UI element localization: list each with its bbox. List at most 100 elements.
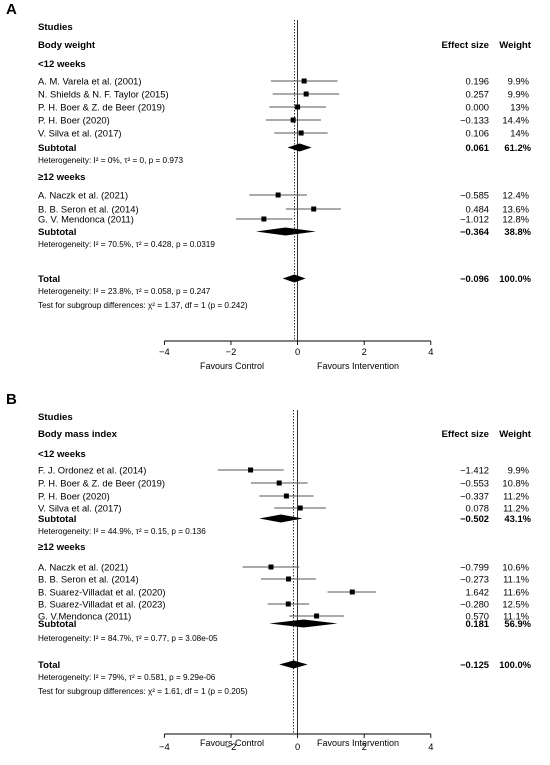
study-point: [283, 493, 289, 499]
study-point: [314, 613, 320, 619]
weight-header: Weight: [499, 429, 532, 440]
panel-label: A: [6, 1, 17, 18]
study-weight: 11.2%: [503, 503, 529, 514]
subtotal-effect-size: −0.502: [460, 513, 489, 524]
subgroup-heterogeneity: Heterogeneity: I² = 44.9%, τ² = 0.15, p …: [38, 527, 206, 536]
effect-size-header: Effect size: [442, 429, 489, 440]
study-point: [295, 104, 301, 110]
favours-intervention-label: Favours Intervention: [317, 361, 399, 371]
study-name: A. Naczk et al. (2021): [38, 190, 128, 201]
study-effect-size: −1.012: [460, 214, 489, 225]
study-name: B. B. Seron et al. (2014): [38, 204, 139, 215]
total-diamond: [279, 660, 308, 669]
favours-control-label: Favours Control: [200, 738, 264, 748]
subtotal-diamond: [255, 227, 316, 236]
subgroup-label: <12 weeks: [38, 59, 86, 70]
study-weight: 12.4%: [502, 190, 529, 201]
weight-header: Weight: [499, 40, 532, 51]
x-tick-label: 2: [362, 741, 367, 752]
study-effect-size: −0.585: [460, 190, 489, 201]
study-name: F. J. Ordonez et al. (2014): [38, 465, 146, 476]
study-name: P. H. Boer (2020): [38, 115, 110, 126]
outcome-title: Body weight: [38, 40, 96, 51]
subgroup-label: ≥12 weeks: [38, 542, 85, 553]
subgroup-heterogeneity: Heterogeneity: I² = 0%, τ² = 0, p = 0.97…: [38, 156, 183, 165]
total-weight: 100.0%: [499, 659, 531, 670]
x-tick-label: −2: [226, 741, 237, 752]
forest-panel-b: B Studies Body mass index Effect size Weight…: [6, 391, 532, 752]
study-name: A. Naczk et al. (2021): [38, 562, 128, 573]
x-tick-label: −4: [159, 346, 170, 357]
study-weight: 10.8%: [502, 478, 529, 489]
study-effect-size: −0.553: [460, 478, 489, 489]
footnote: Heterogeneity: I² = 79%, τ² = 0.581, p =…: [38, 673, 216, 682]
study-effect-size: 0.196: [466, 76, 489, 87]
subtotal-effect-size: −0.364: [460, 226, 490, 237]
study-point: [298, 130, 304, 136]
study-point: [248, 467, 254, 473]
study-effect-size: 1.642: [466, 587, 489, 598]
x-tick-label: −2: [226, 346, 237, 357]
outcome-title: Body mass index: [38, 429, 118, 440]
effect-size-header: Effect size: [442, 40, 489, 51]
study-weight: 14.4%: [502, 115, 529, 126]
footnote: Heterogeneity: I² = 23.8%, τ² = 0.058, p…: [38, 287, 211, 296]
subtotal-label: Subtotal: [38, 514, 76, 525]
subtotal-diamond: [269, 619, 338, 628]
study-effect-size: 0.257: [466, 89, 489, 100]
study-effect-size: 0.570: [466, 611, 489, 622]
studies-header: Studies: [38, 412, 73, 423]
footnote: Test for subgroup differences: χ² = 1.61…: [38, 687, 248, 696]
subtotal-label: Subtotal: [38, 143, 76, 154]
x-tick-label: 4: [428, 741, 433, 752]
study-name: B. Suarez-Villadat et al. (2020): [38, 587, 166, 598]
study-name: V. Silva et al. (2017): [38, 503, 122, 514]
study-name: P. H. Boer (2020): [38, 491, 110, 502]
study-weight: 10.6%: [502, 562, 529, 573]
subtotal-weight: 61.2%: [504, 142, 531, 153]
study-effect-size: 0.106: [466, 128, 489, 139]
study-point: [349, 589, 355, 595]
study-effect-size: 0.000: [466, 102, 489, 113]
study-name: B. Suarez-Villadat et al. (2023): [38, 599, 166, 610]
subtotal-diamond: [287, 143, 312, 152]
total-effect-size: −0.125: [460, 659, 489, 670]
study-weight: 14%: [510, 128, 529, 139]
study-weight: 11.6%: [503, 587, 529, 598]
favours-intervention-label: Favours Intervention: [317, 738, 399, 748]
subgroup-heterogeneity: Heterogeneity: I² = 84.7%, τ² = 0.77, p …: [38, 634, 218, 643]
study-effect-size: −0.337: [460, 491, 489, 502]
study-effect-size: −0.273: [460, 574, 489, 585]
study-name: V. Silva et al. (2017): [38, 128, 122, 139]
x-tick-label: 0: [295, 741, 300, 752]
study-name: P. H. Boer & Z. de Beer (2019): [38, 102, 165, 113]
study-name: A. M. Varela et al. (2001): [38, 76, 142, 87]
x-tick-label: −4: [159, 741, 170, 752]
subtotal-diamond: [259, 514, 303, 523]
study-weight: 9.9%: [508, 76, 529, 87]
subtotal-label: Subtotal: [38, 619, 76, 630]
subgroup-label: <12 weeks: [38, 449, 86, 460]
study-effect-size: 0.484: [466, 204, 489, 215]
study-weight: 12.8%: [502, 214, 529, 225]
study-point: [303, 91, 309, 97]
subtotal-weight: 43.1%: [504, 513, 531, 524]
study-point: [290, 117, 296, 123]
study-point: [311, 206, 317, 212]
study-weight: 13%: [510, 102, 529, 113]
total-weight: 100.0%: [499, 273, 531, 284]
study-effect-size: −0.280: [460, 599, 489, 610]
study-weight: 11.2%: [503, 491, 529, 502]
study-effect-size: −1.412: [460, 465, 489, 476]
studies-header: Studies: [38, 22, 73, 33]
subtotal-label: Subtotal: [38, 227, 76, 238]
study-name: P. H. Boer & Z. de Beer (2019): [38, 478, 165, 489]
total-label: Total: [38, 274, 60, 285]
study-effect-size: 0.078: [466, 503, 489, 514]
study-weight: 9.9%: [508, 465, 529, 476]
study-weight: 11.1%: [503, 574, 529, 585]
study-point: [261, 216, 267, 222]
x-tick-label: 4: [428, 346, 433, 357]
study-name: G. V.Mendonca (2011): [38, 611, 131, 622]
